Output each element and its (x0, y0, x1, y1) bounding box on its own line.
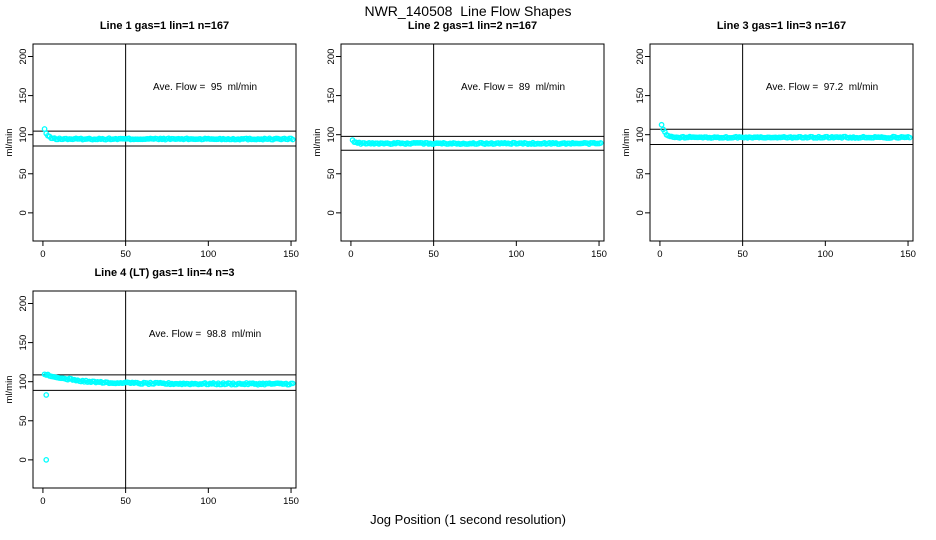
average-flow-annotation: Ave. Flow = 89 ml/min (461, 82, 565, 93)
y-tick-label: 200 (635, 49, 646, 65)
x-tick-label: 100 (200, 249, 216, 260)
subplot-line-2: Line 2 gas=1 lin=2 n=167 0 50 100 150 200 ml/… (308, 18, 620, 268)
average-flow-annotation: Ave. Flow = 95 ml/min (153, 82, 257, 93)
average-flow-annotation: Ave. Flow = 97.2 ml/min (766, 82, 878, 93)
plot-canvas: 0 50 100 150 200 ml/min 0 50 100 150 Ave. Flow = 8… (312, 43, 607, 260)
y-axis-label: ml/min (312, 129, 323, 157)
plot-canvas: 0 50 100 150 200 ml/min 0 50 100 150 Ave. Flow = 9… (4, 43, 299, 260)
data-point-marker (41, 126, 48, 132)
y-tick-label: 50 (326, 168, 337, 179)
x-tick-label: 50 (120, 496, 131, 507)
data-series (41, 371, 296, 463)
x-tick-label: 50 (737, 249, 748, 260)
y-tick-label: 100 (18, 127, 29, 143)
y-tick-label: 50 (635, 168, 646, 179)
plot-box (32, 43, 297, 242)
y-tick-label: 150 (326, 88, 337, 104)
y-tick-label: 200 (326, 49, 337, 65)
y-tick-label: 0 (326, 210, 337, 215)
x-tick-label: 0 (657, 249, 662, 260)
data-series (349, 137, 604, 147)
x-tick-label: 100 (508, 249, 524, 260)
y-tick-label: 0 (635, 210, 646, 215)
subplot-line-3: Line 3 gas=1 lin=3 n=167 0 50 100 150 200 ml/… (617, 18, 929, 268)
y-tick-label: 200 (18, 296, 29, 312)
y-tick-label: 0 (18, 457, 29, 462)
subplot-line-4: Line 4 (LT) gas=1 lin=4 n=3 0 50 100 150 200… (0, 265, 312, 515)
subplot-title: Line 4 (LT) gas=1 lin=4 n=3 (94, 267, 235, 279)
data-point-marker (658, 121, 665, 128)
subplot-title: Line 3 gas=1 lin=3 n=167 (716, 20, 847, 32)
y-tick-label: 50 (18, 168, 29, 179)
data-point-marker (289, 136, 296, 143)
subplot-line-1: Line 1 gas=1 lin=1 n=167 0 50 100 150 200 ml/… (0, 18, 312, 268)
data-point-marker (906, 134, 913, 141)
data-point-marker (289, 380, 296, 387)
plot-box (649, 43, 914, 242)
plot-canvas: 0 50 100 150 200 ml/min 0 50 100 150 Ave. Flow = 9… (4, 290, 299, 507)
y-tick-label: 150 (18, 88, 29, 104)
x-tick-label: 150 (283, 496, 299, 507)
y-tick-label: 50 (18, 415, 29, 426)
x-tick-label: 50 (428, 249, 439, 260)
x-tick-label: 100 (200, 496, 216, 507)
x-tick-label: 150 (591, 249, 607, 260)
outlier-point-marker (43, 457, 50, 463)
data-point-marker (597, 140, 604, 146)
x-axis-caption: Jog Position (1 second resolution) (370, 512, 566, 527)
y-tick-label: 200 (18, 49, 29, 65)
y-axis-label: ml/min (4, 129, 15, 157)
y-tick-label: 0 (18, 210, 29, 215)
figure-title: NWR_140508 Line Flow Shapes (364, 3, 572, 19)
x-tick-label: 100 (817, 249, 833, 260)
x-tick-label: 50 (120, 249, 131, 260)
x-tick-label: 0 (40, 496, 45, 507)
y-tick-label: 100 (326, 127, 337, 143)
plot-box (340, 43, 605, 242)
y-axis-label: ml/min (621, 129, 632, 157)
average-flow-annotation: Ave. Flow = 98.8 ml/min (149, 329, 261, 340)
data-series (41, 126, 296, 143)
y-tick-label: 100 (18, 374, 29, 390)
plot-box (32, 290, 297, 489)
y-tick-label: 150 (18, 335, 29, 351)
y-tick-label: 150 (635, 88, 646, 104)
x-tick-label: 150 (283, 249, 299, 260)
plot-canvas: 0 50 100 150 200 ml/min 0 50 100 150 Ave. Flow = 9… (621, 43, 916, 260)
data-series (658, 121, 913, 141)
subplot-title: Line 2 gas=1 lin=2 n=167 (407, 20, 538, 32)
x-tick-label: 150 (900, 249, 916, 260)
outlier-point-marker (43, 392, 50, 398)
subplot-title: Line 1 gas=1 lin=1 n=167 (99, 20, 230, 32)
x-tick-label: 0 (40, 249, 45, 260)
y-tick-label: 100 (635, 127, 646, 143)
x-tick-label: 0 (348, 249, 353, 260)
y-axis-label: ml/min (4, 376, 15, 404)
